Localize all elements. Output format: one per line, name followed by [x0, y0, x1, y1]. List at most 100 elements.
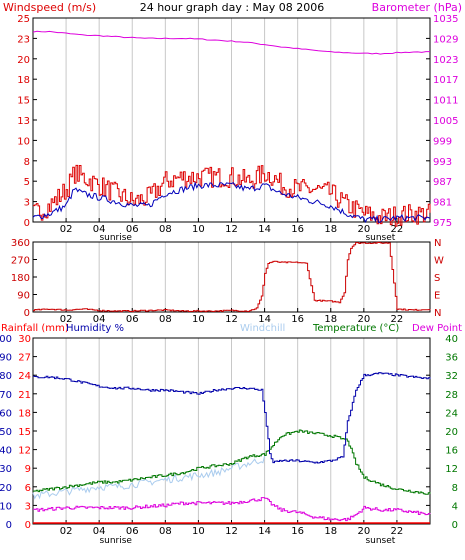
wind-xtick-label: 12 [225, 224, 238, 235]
wind-barometer-panel: 0358101315182023259759819879939991005101… [17, 14, 458, 243]
temperature-line [33, 429, 431, 495]
baro-ytick-label: 1035 [433, 14, 458, 25]
humidity-line [33, 372, 431, 464]
chart-title: 24 hour graph day : May 08 2006 [140, 1, 325, 14]
temp-xtick-label: 22 [391, 526, 404, 537]
humidity-ytick-label: 70 [0, 390, 12, 401]
rainfall-ytick-label: 0 [25, 520, 31, 531]
temp-xtick-label: 18 [324, 526, 337, 537]
rainfall-ytick-label: 21 [18, 390, 31, 401]
direction-xtick-label: 02 [60, 314, 73, 325]
direction-xtick-label: 18 [324, 314, 337, 325]
temperature-ytick-label: 24 [445, 408, 458, 419]
direction-xtick-label: 14 [258, 314, 271, 325]
baro-ytick-label: 987 [433, 177, 452, 188]
wind-ytick-label: 0 [24, 218, 30, 229]
baro-ytick-label: 1023 [433, 55, 458, 66]
dewpoint-line [33, 497, 431, 522]
humidity-ytick-label: 80 [0, 371, 12, 382]
windchill-line [32, 455, 266, 500]
humidity-ytick-label: 20 [0, 483, 12, 494]
wind-xtick-label: 10 [192, 224, 205, 235]
humidity-ytick-label: 50 [0, 427, 12, 438]
compass-label: E [434, 291, 440, 302]
temperature-ytick-label: 32 [445, 371, 458, 382]
rainfall-ytick-label: 30 [18, 334, 31, 345]
baro-ytick-label: 1011 [433, 96, 458, 107]
compass-label: W [434, 256, 444, 267]
barometer-axis-label: Barometer (hPa) [372, 1, 462, 14]
compass-label: N [434, 238, 441, 249]
baro-ytick-label: 1005 [433, 116, 458, 127]
humidity-ytick-label: 60 [0, 408, 12, 419]
temperature-ytick-label: 8 [452, 483, 458, 494]
baro-ytick-label: 1029 [433, 34, 458, 45]
rainfall-ytick-label: 27 [18, 353, 31, 364]
wind-xtick-label: 18 [324, 224, 337, 235]
rainfall-ytick-label: 24 [18, 371, 31, 382]
humidity-ytick-label: 40 [0, 446, 12, 457]
temperature-ytick-label: 40 [445, 334, 458, 345]
rainfall-ytick-label: 9 [25, 464, 31, 475]
temp-xtick-label: 14 [258, 526, 271, 537]
temperature-humidity-panel: 0369121518212427300102030405060708090100… [0, 334, 458, 546]
temperature-ytick-label: 16 [445, 446, 458, 457]
rainfall-ytick-label: 6 [25, 483, 31, 494]
direction-xtick-label: 22 [391, 314, 404, 325]
temp-xtick-label: 08 [159, 526, 172, 537]
temperature-ytick-label: 36 [445, 353, 458, 364]
humidity-axis-label: Humidity % [66, 323, 124, 334]
wind-xtick-label: 14 [258, 224, 271, 235]
wind-xtick-label: 08 [159, 224, 172, 235]
windchill-label: Windchill [240, 323, 285, 334]
wind-ytick-label: 3 [24, 198, 30, 209]
direction-ytick-label: 90 [17, 291, 30, 302]
direction-xtick-label: 10 [192, 314, 205, 325]
humidity-ytick-label: 10 [0, 501, 12, 512]
temp-xtick-label: 12 [225, 526, 238, 537]
baro-ytick-label: 993 [433, 157, 452, 168]
humidity-ytick-label: 0 [6, 520, 12, 531]
temperature-ytick-label: 12 [445, 464, 458, 475]
wind-ytick-label: 5 [24, 177, 30, 188]
temp-xtick-label: 16 [291, 526, 304, 537]
wind-direction-line [33, 241, 431, 313]
temperature-ytick-label: 0 [452, 520, 458, 531]
temperature-axis-label: Temperature (°C) [312, 323, 399, 334]
rainfall-ytick-label: 12 [18, 446, 31, 457]
wind-ytick-label: 15 [17, 96, 30, 107]
wind-ytick-label: 10 [17, 136, 30, 147]
wind-xtick-label: 02 [60, 224, 73, 235]
rainfall-ytick-label: 18 [18, 408, 31, 419]
temp-xtick-label: 20 [357, 526, 370, 537]
wind-ytick-label: 18 [17, 75, 30, 86]
wind-xtick-label: 06 [126, 224, 139, 235]
temp-xtick-label: 10 [192, 526, 205, 537]
rainfall-ytick-label: 15 [18, 427, 31, 438]
sunrise-sunset-label: sunrise [99, 233, 132, 243]
wind-ytick-label: 8 [24, 157, 30, 168]
temp-xtick-label: 04 [93, 526, 106, 537]
direction-xtick-label: 12 [225, 314, 238, 325]
sunrise-sunset-label: sunset [365, 536, 395, 546]
direction-ytick-label: 180 [11, 273, 30, 284]
rainfall-ytick-label: 3 [25, 501, 31, 512]
compass-label: S [434, 273, 440, 284]
gust-line [33, 164, 431, 227]
rainfall-axis-label: Rainfall (mm) [1, 323, 69, 334]
wind-xtick-label: 22 [391, 224, 404, 235]
direction-xtick-label: 04 [93, 314, 106, 325]
wind-ytick-label: 25 [17, 14, 30, 25]
temp-xtick-label: 02 [60, 526, 73, 537]
baro-ytick-label: 1017 [433, 75, 458, 86]
wind-ytick-label: 23 [17, 34, 30, 45]
temperature-ytick-label: 28 [445, 390, 458, 401]
dewpoint-label: Dew Point [412, 323, 462, 334]
wind-xtick-label: 16 [291, 224, 304, 235]
humidity-ytick-label: 90 [0, 353, 12, 364]
barometer-line [32, 30, 430, 55]
direction-ytick-label: 0 [24, 308, 30, 319]
